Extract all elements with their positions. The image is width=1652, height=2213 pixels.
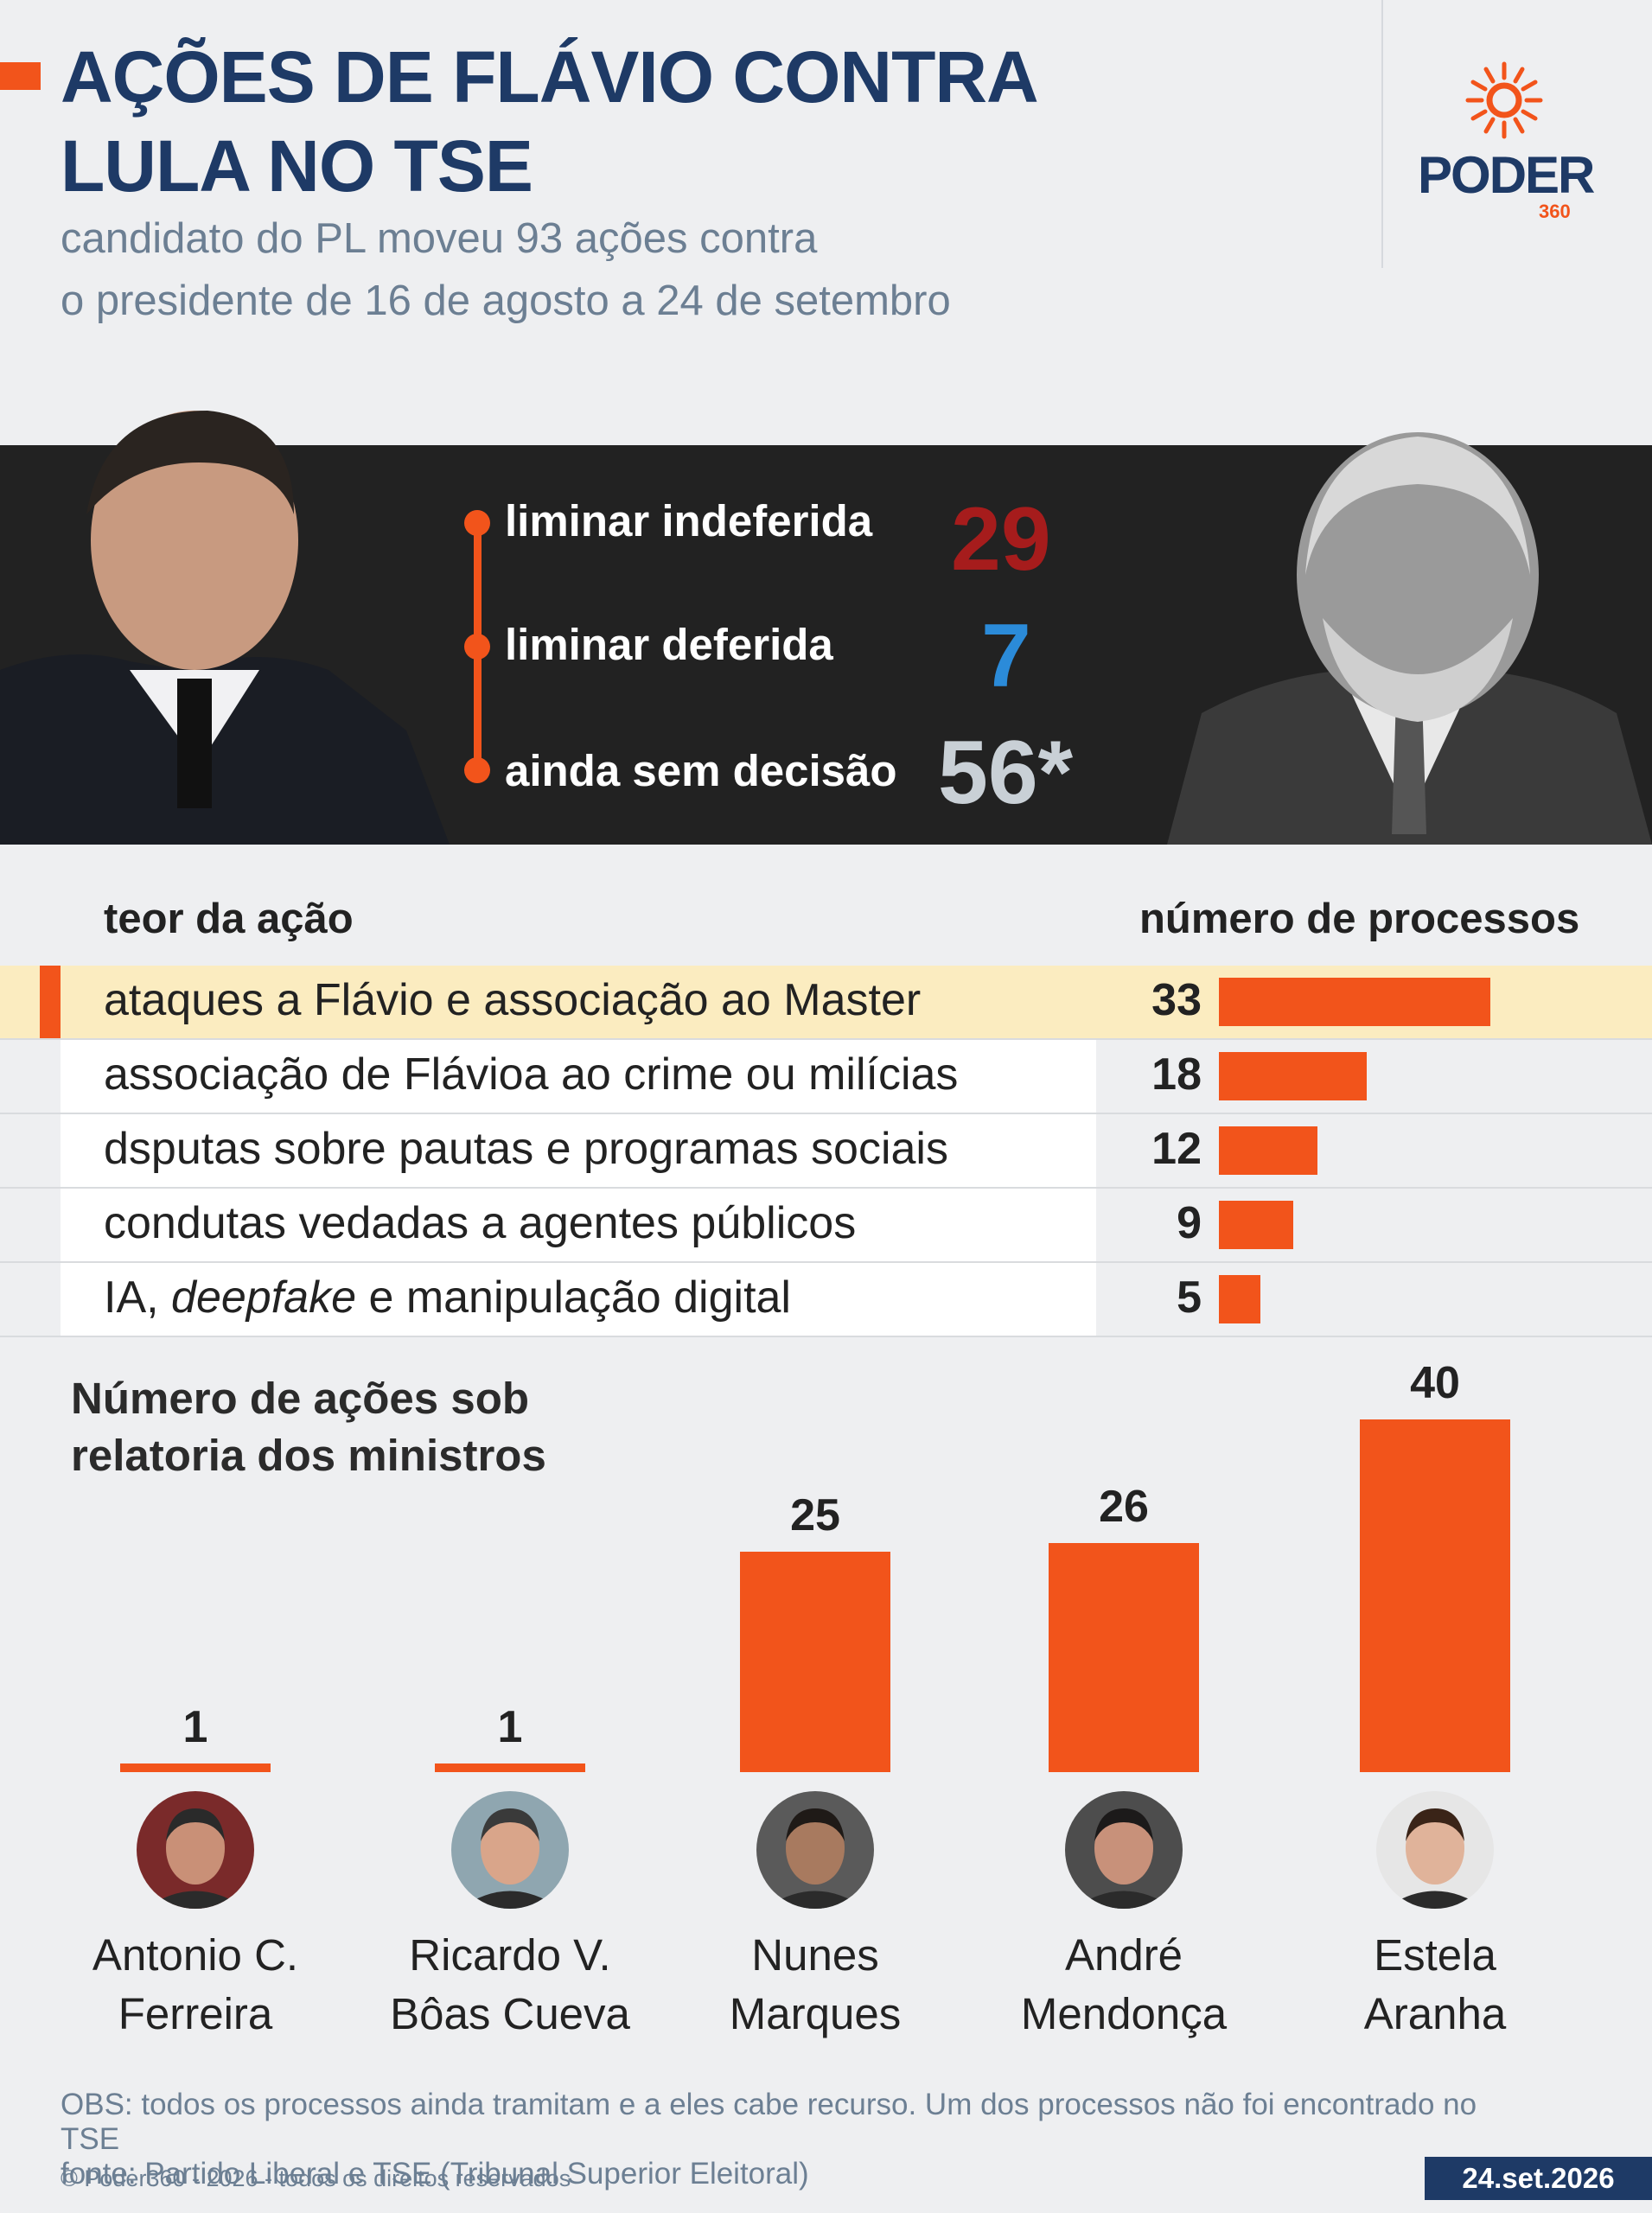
stat-label-indeferida: liminar indeferida — [505, 496, 873, 545]
stat-value-deferida: 7 — [981, 606, 1031, 706]
chart-title-line-2: relatoria dos ministros — [71, 1431, 546, 1480]
minister-bar — [120, 1763, 271, 1772]
page-subtitle: candidato do PL moveu 93 ações contra o … — [61, 207, 1184, 332]
minister-avatar — [1065, 1791, 1183, 1909]
row-value: 33 — [1151, 975, 1202, 1025]
timeline-dot — [464, 634, 490, 660]
minister-name-line-1: Estela — [1374, 1930, 1496, 1980]
page-title: AÇÕES DE FLÁVIO CONTRA LULA NO TSE — [61, 33, 1184, 211]
copyright: © Poder360 - 2026 - todos os direitos re… — [61, 2165, 571, 2191]
stat-label-deferida: liminar deferida — [505, 620, 833, 669]
chart-title-line-1: Número de ações sob — [71, 1374, 529, 1423]
minister-name-line-2: Marques — [729, 1989, 902, 2038]
obs-note: OBS: todos os processos ainda tramitam e… — [61, 2088, 1477, 2156]
minister-name-line-2: Mendonça — [1020, 1989, 1228, 2038]
row-label: dsputas sobre pautas e programas sociais — [104, 1124, 948, 1174]
minister-value: 1 — [182, 1701, 208, 1752]
minister-avatar — [451, 1791, 569, 1909]
minister-name: Ricardo V. Bôas Cueva — [363, 1926, 657, 2044]
minister-bar — [740, 1552, 890, 1772]
minister-name: Antonio C. Ferreira — [48, 1926, 342, 2044]
minister-name-line-2: Ferreira — [118, 1989, 273, 2038]
subtitle-line-1: candidato do PL moveu 93 ações contra — [61, 215, 818, 262]
minister-bar — [1360, 1419, 1510, 1772]
minister-avatar — [1376, 1791, 1494, 1909]
row-highlight-mark — [40, 966, 61, 1039]
minister-value: 1 — [497, 1701, 523, 1752]
date-badge: 24.set.2026 — [1425, 2157, 1652, 2200]
timeline-dot — [464, 757, 490, 783]
row-bar — [1219, 1126, 1317, 1175]
row-bar — [1219, 1275, 1260, 1323]
minister-bar — [1049, 1542, 1199, 1772]
ministers-chart-title: Número de ações sob relatoria dos minist… — [71, 1370, 607, 1484]
stat-label-sem-decisao: ainda sem decisão — [505, 746, 897, 795]
row-separator — [0, 1113, 1652, 1114]
flavio-photo — [0, 411, 450, 845]
row-separator — [0, 1336, 1652, 1337]
row-bar — [1219, 1052, 1367, 1100]
minister-name: Nunes Marques — [668, 1926, 962, 2044]
minister-value: 40 — [1410, 1358, 1460, 1408]
row-value: 12 — [1151, 1124, 1202, 1174]
row-value: 18 — [1151, 1049, 1202, 1100]
timeline-dot — [464, 510, 490, 536]
row-value: 9 — [1177, 1198, 1202, 1248]
minister-name-line-2: Bôas Cueva — [390, 1989, 630, 2038]
title-line-1: AÇÕES DE FLÁVIO CONTRA — [61, 36, 1039, 118]
minister-value: 25 — [790, 1490, 840, 1540]
row-value: 5 — [1177, 1272, 1202, 1323]
title-line-2: LULA NO TSE — [61, 125, 533, 207]
minister-name-line-1: Nunes — [751, 1930, 879, 1980]
row-bar — [1219, 978, 1490, 1026]
minister-name-line-1: Ricardo V. — [409, 1930, 611, 1980]
minister-avatar — [756, 1791, 874, 1909]
row-label: ataques a Flávio e associação ao Master — [104, 975, 922, 1025]
minister-value: 26 — [1099, 1481, 1149, 1532]
subtitle-line-2: o presidente de 16 de agosto a 24 de set… — [61, 277, 951, 324]
sun-logo-icon — [1465, 61, 1543, 139]
row-bar — [1219, 1201, 1293, 1249]
table-row — [61, 1114, 1096, 1188]
col-header-numero: número de processos — [1139, 896, 1580, 942]
row-separator — [0, 1261, 1652, 1263]
table-row — [61, 1189, 1096, 1262]
row-label: IA, deepfake e manipulação digital — [104, 1272, 791, 1323]
minister-name: André Mendonça — [977, 1926, 1271, 2044]
row-separator — [0, 1038, 1652, 1040]
footer-notes: OBS: todos os processos ainda tramitam e… — [61, 2088, 1530, 2191]
row-label: associação de Flávioa ao crime ou milíci… — [104, 1049, 959, 1100]
minister-bar — [435, 1763, 585, 1772]
stat-value-sem-decisao: 56* — [938, 723, 1074, 823]
minister-avatar — [137, 1791, 254, 1909]
row-separator — [0, 1187, 1652, 1189]
lula-photo — [1167, 432, 1652, 845]
minister-name-line-2: Aranha — [1363, 1989, 1507, 2038]
source-note: fonte: Partido Liberal e TSE (Tribunal S… — [61, 2157, 809, 2191]
logo-number: 360 — [1539, 201, 1571, 222]
col-header-teor: teor da ação — [104, 896, 354, 942]
table-row — [61, 1263, 1096, 1336]
minister-name-line-1: André — [1064, 1930, 1183, 1980]
minister-name: Estela Aranha — [1288, 1926, 1582, 2044]
stat-value-indeferida: 29 — [951, 489, 1051, 590]
minister-name-line-1: Antonio C. — [92, 1930, 299, 1980]
row-label: condutas vedadas a agentes públicos — [104, 1198, 857, 1248]
logo-wordmark: PODER — [1418, 146, 1595, 204]
header-divider — [1381, 0, 1383, 268]
table-row — [61, 1040, 1096, 1113]
title-accent-mark — [0, 62, 41, 90]
